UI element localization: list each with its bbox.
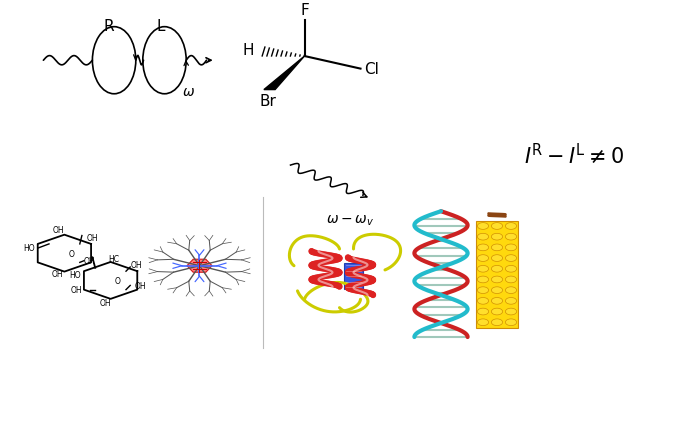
Text: OH: OH xyxy=(87,234,99,243)
Circle shape xyxy=(505,265,517,272)
Circle shape xyxy=(491,222,503,229)
Circle shape xyxy=(477,233,489,240)
Text: HO: HO xyxy=(69,271,81,280)
Circle shape xyxy=(491,308,503,315)
Text: HC: HC xyxy=(108,255,120,264)
Circle shape xyxy=(477,319,489,326)
Text: $\omega$: $\omega$ xyxy=(183,85,195,99)
Bar xyxy=(344,263,363,289)
Polygon shape xyxy=(264,56,304,90)
Bar xyxy=(476,221,518,327)
Text: R: R xyxy=(103,19,114,34)
Text: O: O xyxy=(69,250,74,259)
Circle shape xyxy=(505,244,517,251)
Text: Cl: Cl xyxy=(364,62,379,77)
Circle shape xyxy=(491,276,503,283)
Text: OH: OH xyxy=(71,286,83,295)
Circle shape xyxy=(505,308,517,315)
Circle shape xyxy=(491,244,503,251)
Circle shape xyxy=(491,265,503,272)
Circle shape xyxy=(505,222,517,229)
Text: $\omega - \omega_{v}$: $\omega - \omega_{v}$ xyxy=(326,213,374,228)
Circle shape xyxy=(477,222,489,229)
Circle shape xyxy=(491,319,503,326)
Text: HO: HO xyxy=(23,244,35,253)
Text: OH: OH xyxy=(130,261,142,270)
Circle shape xyxy=(491,297,503,304)
Circle shape xyxy=(477,265,489,272)
Text: OH: OH xyxy=(52,269,63,279)
Circle shape xyxy=(491,255,503,261)
Circle shape xyxy=(505,287,517,294)
Circle shape xyxy=(491,287,503,294)
Circle shape xyxy=(505,276,517,283)
Circle shape xyxy=(477,287,489,294)
Circle shape xyxy=(505,319,517,326)
Text: OH: OH xyxy=(84,257,96,266)
Circle shape xyxy=(505,297,517,304)
Circle shape xyxy=(477,276,489,283)
Text: L: L xyxy=(157,19,165,34)
Text: F: F xyxy=(300,3,309,18)
Circle shape xyxy=(477,308,489,315)
Text: $I^{\mathrm{R}} - I^{\mathrm{L}} \neq 0$: $I^{\mathrm{R}} - I^{\mathrm{L}} \neq 0$ xyxy=(524,143,624,167)
Text: OH: OH xyxy=(53,225,64,235)
Circle shape xyxy=(505,233,517,240)
Text: O: O xyxy=(115,277,120,286)
Text: OH: OH xyxy=(135,282,147,291)
Text: H: H xyxy=(243,43,254,58)
Polygon shape xyxy=(187,259,212,272)
Circle shape xyxy=(491,233,503,240)
Circle shape xyxy=(505,255,517,261)
Circle shape xyxy=(477,297,489,304)
Circle shape xyxy=(477,255,489,261)
Circle shape xyxy=(477,244,489,251)
Text: Br: Br xyxy=(260,94,276,109)
Text: OH: OH xyxy=(99,299,111,308)
